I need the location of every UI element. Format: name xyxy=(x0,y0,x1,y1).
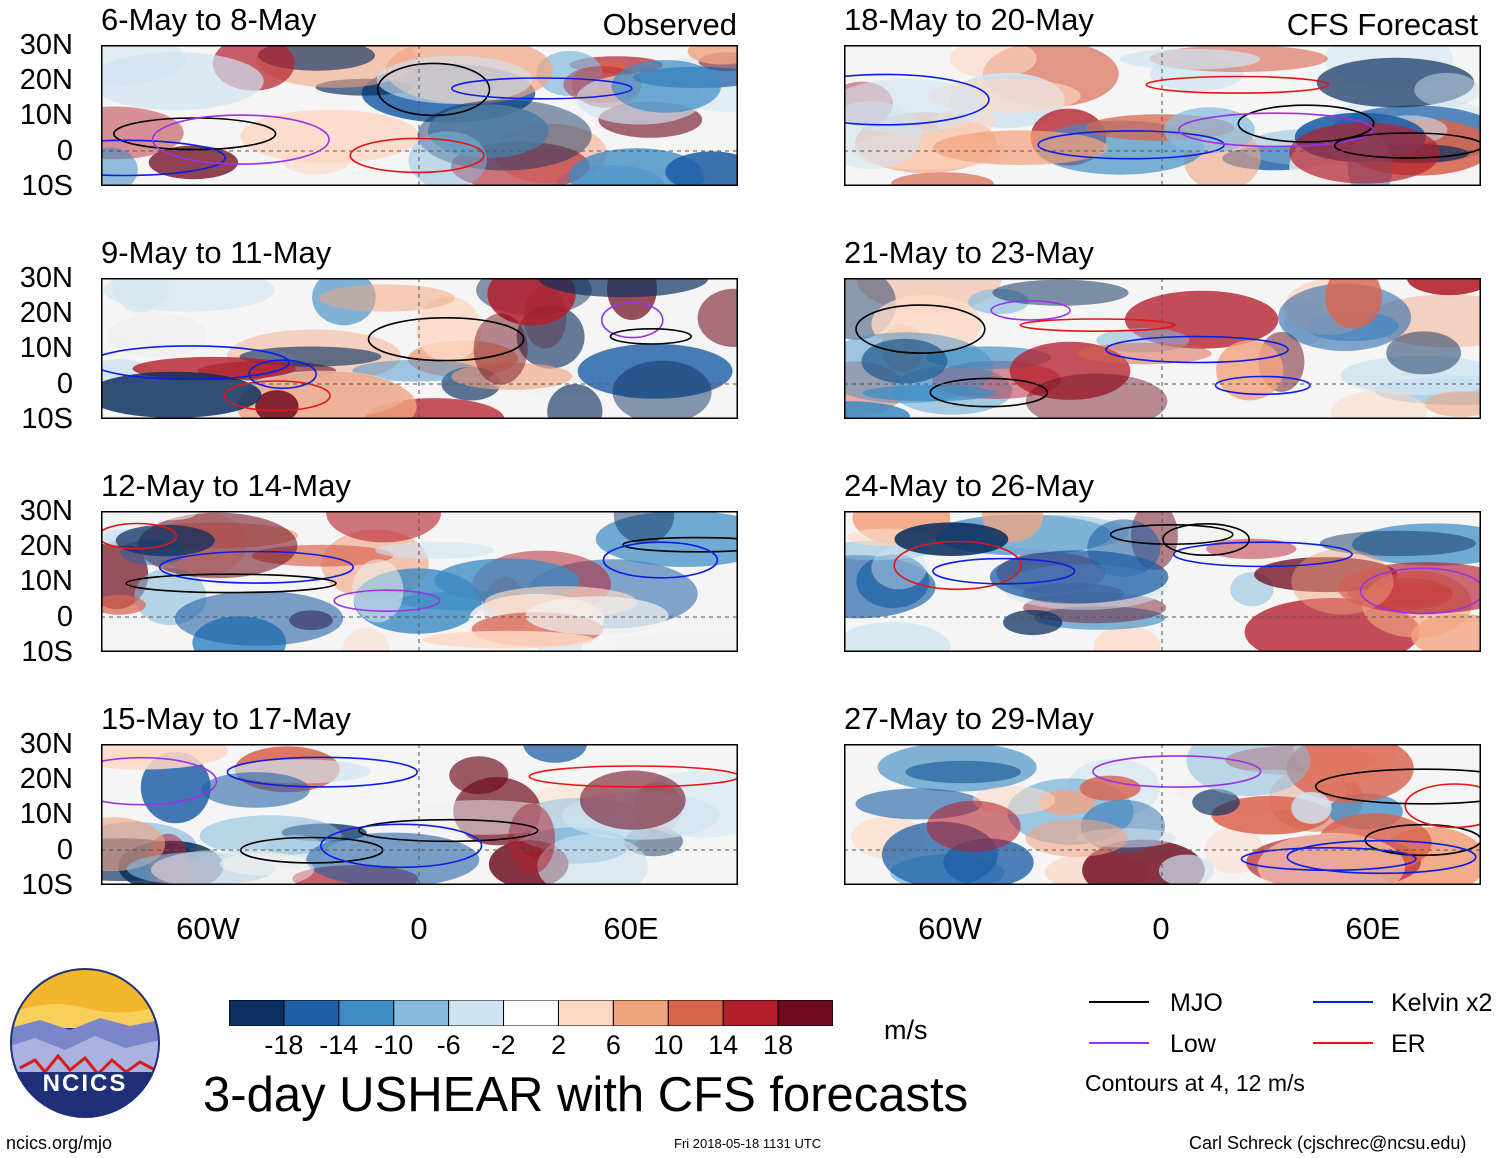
lat-label-row2-0: 30N xyxy=(19,262,73,294)
footer-url[interactable]: ncics.org/mjo xyxy=(6,1133,113,1153)
colorbar-swatch-0 xyxy=(228,999,285,1027)
footer-timestamp: Fri 2018-05-18 1131 UTC xyxy=(674,1136,822,1151)
colorbar-swatch-2 xyxy=(338,999,395,1027)
panel-title-forecast-2: 21-May to 23-May xyxy=(844,235,1094,270)
map-panel-observed-2 xyxy=(101,278,738,419)
forecast-column-label: CFS Forecast xyxy=(1286,7,1478,42)
panel-title-forecast-4: 27-May to 29-May xyxy=(844,701,1094,736)
legend-label-mjo: MJO xyxy=(1170,989,1223,1017)
lon-label-0-right: 0 xyxy=(1152,911,1170,946)
ncics-logo: NCICS xyxy=(10,968,160,1118)
legend-line-low xyxy=(1089,1042,1149,1044)
panel-title-observed-2: 9-May to 11-May xyxy=(101,235,332,270)
lat-label-row4-0: 30N xyxy=(19,728,73,760)
colorbar-swatch-4 xyxy=(448,999,505,1027)
colorbar-swatch-1 xyxy=(283,999,340,1027)
map-panel-forecast-3 xyxy=(844,511,1481,652)
legend: MJO Kelvin x2 Low ER Contours at 4, 12 m… xyxy=(1085,985,1505,1100)
lat-label-row4-3: 0 xyxy=(56,834,73,866)
lat-label-row4-4: 10S xyxy=(21,869,73,901)
colorbar-tick-label-7: 10 xyxy=(653,1030,684,1060)
colorbar-tick-label-1: -14 xyxy=(319,1030,359,1060)
colorbar-tick-label-8: 14 xyxy=(708,1030,739,1060)
lat-label-row1-1: 20N xyxy=(19,64,73,96)
lat-label-row3-0: 30N xyxy=(19,495,73,527)
colorbar-swatch-3 xyxy=(393,999,450,1027)
footer-credit: Carl Schreck (cjschrec@ncsu.edu) xyxy=(1189,1133,1467,1153)
map-panel-forecast-4 xyxy=(844,744,1481,885)
map-panel-forecast-1 xyxy=(844,45,1481,186)
colorbar xyxy=(228,999,834,1027)
legend-label-kelvin: Kelvin x2 xyxy=(1391,989,1493,1017)
lat-label-row1-3: 0 xyxy=(56,135,73,167)
colorbar-tick-label-3: -6 xyxy=(436,1030,461,1060)
lat-label-row3-3: 0 xyxy=(56,601,73,633)
colorbar-unit: m/s xyxy=(884,1015,928,1045)
colorbar-swatch-8 xyxy=(667,999,724,1027)
map-panel-observed-1 xyxy=(101,45,738,186)
legend-contour-note: Contours at 4, 12 m/s xyxy=(1085,1070,1305,1096)
panel-title-observed-4: 15-May to 17-May xyxy=(101,701,351,736)
map-panel-observed-4 xyxy=(101,744,738,885)
panel-title-observed-1: 6-May to 8-May xyxy=(101,2,317,37)
colorbar-swatch-7 xyxy=(612,999,669,1027)
colorbar-swatch-6 xyxy=(557,999,614,1027)
lon-label-60w-left: 60W xyxy=(176,911,240,946)
colorbar-tick-label-0: -18 xyxy=(264,1030,304,1060)
observed-column-label: Observed xyxy=(602,7,737,42)
lat-label-row3-4: 10S xyxy=(21,636,73,668)
panel-title-forecast-3: 24-May to 26-May xyxy=(844,468,1094,503)
colorbar-tick-label-2: -10 xyxy=(374,1030,414,1060)
legend-line-mjo xyxy=(1089,1001,1149,1003)
lat-label-row2-4: 10S xyxy=(21,403,73,435)
map-panel-forecast-2 xyxy=(844,278,1481,419)
legend-line-kelvin xyxy=(1313,1001,1373,1003)
lat-label-row2-3: 0 xyxy=(56,368,73,400)
lon-label-60e-right: 60E xyxy=(1345,911,1401,946)
lat-label-row1-0: 30N xyxy=(19,29,73,61)
colorbar-tick-label-5: 2 xyxy=(550,1030,566,1060)
lat-label-row2-2: 10N xyxy=(19,332,73,364)
legend-line-er xyxy=(1313,1042,1373,1044)
lat-label-row1-4: 10S xyxy=(21,170,73,202)
legend-label-er: ER xyxy=(1391,1030,1426,1058)
lat-label-row1-2: 10N xyxy=(19,99,73,131)
lat-label-row2-1: 20N xyxy=(19,297,73,329)
lon-label-60e-left: 60E xyxy=(603,911,659,946)
panel-title-forecast-1: 18-May to 20-May xyxy=(844,2,1094,37)
colorbar-swatch-10 xyxy=(777,999,834,1027)
lat-label-row4-1: 20N xyxy=(19,763,73,795)
legend-label-low: Low xyxy=(1170,1030,1216,1058)
colorbar-tick-label-9: 18 xyxy=(763,1030,794,1060)
lon-label-60w-right: 60W xyxy=(918,911,982,946)
colorbar-swatch-5 xyxy=(503,999,559,1027)
ncics-logo-text: NCICS xyxy=(42,1070,128,1097)
main-title: 3-day USHEAR with CFS forecasts xyxy=(203,1068,969,1122)
lat-label-row3-2: 10N xyxy=(19,565,73,597)
colorbar-tick-label-4: -2 xyxy=(491,1030,516,1060)
panel-title-observed-3: 12-May to 14-May xyxy=(101,468,351,503)
lon-label-0-left: 0 xyxy=(410,911,428,946)
colorbar-tick-label-6: 6 xyxy=(605,1030,621,1060)
lat-label-row3-1: 20N xyxy=(19,530,73,562)
map-panel-observed-3 xyxy=(101,511,738,652)
colorbar-swatch-9 xyxy=(722,999,779,1027)
lat-label-row4-2: 10N xyxy=(19,798,73,830)
